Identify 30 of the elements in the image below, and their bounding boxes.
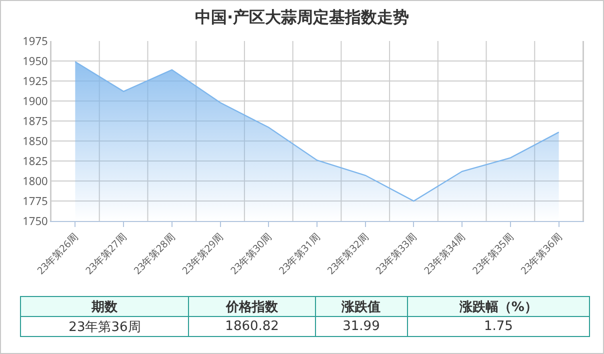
text: 31.99 bbox=[315, 316, 408, 336]
x-tick-label: 23年第33周 bbox=[372, 230, 420, 278]
text: 价格指数 bbox=[188, 296, 316, 316]
text: 1.75 bbox=[407, 316, 590, 336]
x-tick-label: 23年第26周 bbox=[34, 230, 81, 278]
x-tick-label: 23年第32周 bbox=[324, 230, 372, 278]
x-tick-label: 23年第34周 bbox=[420, 230, 468, 278]
y-tick-label: 1800 bbox=[22, 174, 48, 189]
x-tick-label: 23年第27周 bbox=[82, 230, 130, 278]
y-tick-label: 1825 bbox=[22, 154, 48, 169]
y-tick-label: 1900 bbox=[22, 94, 48, 109]
y-tick-label: 1925 bbox=[22, 74, 48, 89]
y-tick-label: 1975 bbox=[22, 34, 48, 49]
text: 涨跌幅（%） bbox=[407, 296, 590, 316]
text: 涨跌值 bbox=[315, 296, 408, 316]
x-tick-label: 23年第28周 bbox=[130, 230, 178, 278]
x-tick-label: 23年第36周 bbox=[517, 230, 564, 278]
y-tick-label: 1750 bbox=[22, 214, 48, 229]
text: 期数 bbox=[20, 296, 189, 316]
y-tick-label: 1950 bbox=[22, 54, 48, 69]
text: 23年第36周 bbox=[20, 316, 189, 336]
y-tick-label: 1875 bbox=[22, 114, 48, 129]
x-tick-label: 23年第35周 bbox=[468, 230, 516, 278]
x-tick-label: 23年第29周 bbox=[178, 230, 226, 278]
x-tick-label: 23年第31周 bbox=[275, 230, 323, 278]
chart-title: 中国·产区大蒜周定基指数走势 bbox=[194, 7, 410, 26]
x-tick-label: 23年第30周 bbox=[227, 230, 274, 278]
y-tick-label: 1850 bbox=[22, 134, 48, 149]
text: 1860.82 bbox=[188, 316, 316, 336]
y-tick-label: 1775 bbox=[22, 194, 48, 209]
